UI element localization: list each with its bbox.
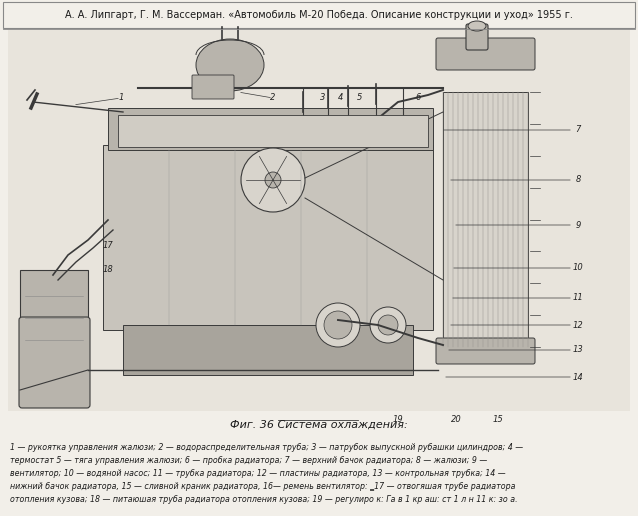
Text: 7: 7 <box>575 125 581 135</box>
Circle shape <box>324 311 352 339</box>
Text: А. А. Липгарт, Г. М. Вассерман. «Автомобиль М-20 Победа. Описание конструкции и : А. А. Липгарт, Г. М. Вассерман. «Автомоб… <box>65 10 573 20</box>
Bar <box>20 270 88 355</box>
Ellipse shape <box>468 21 486 31</box>
Text: 2: 2 <box>271 93 276 103</box>
Circle shape <box>265 172 281 188</box>
FancyBboxPatch shape <box>192 75 234 99</box>
Text: 1: 1 <box>118 93 124 103</box>
Bar <box>108 108 433 150</box>
Text: 14: 14 <box>573 373 583 381</box>
Bar <box>123 325 413 375</box>
Text: термостат 5 — тяга управления жалюзи; 6 — пробка радиатора; 7 — верхний бачок ра: термостат 5 — тяга управления жалюзи; 6 … <box>10 456 487 465</box>
Text: 17: 17 <box>103 240 114 250</box>
Text: Фиг. 36 Система охлаждения:: Фиг. 36 Система охлаждения: <box>230 420 408 430</box>
FancyBboxPatch shape <box>19 317 90 408</box>
Circle shape <box>370 307 406 343</box>
Text: 9: 9 <box>575 220 581 230</box>
Text: отопления кузова; 18 — питаюшая труба радиатора отопления кузова; 19 — регулиро : отопления кузова; 18 — питаюшая труба ра… <box>10 495 517 504</box>
Ellipse shape <box>196 39 264 91</box>
Circle shape <box>241 148 305 212</box>
Bar <box>118 115 428 147</box>
Bar <box>103 145 433 330</box>
Circle shape <box>378 315 398 335</box>
Text: 10: 10 <box>573 264 583 272</box>
Text: 15: 15 <box>493 415 503 425</box>
Text: 13: 13 <box>573 346 583 354</box>
FancyBboxPatch shape <box>466 24 488 50</box>
Bar <box>3 2 635 28</box>
Text: 6: 6 <box>415 93 420 103</box>
Text: 4: 4 <box>338 93 344 103</box>
Text: 1 — рукоятка управления жалюзи; 2 — водораспределительная труба; 3 — патрубок вы: 1 — рукоятка управления жалюзи; 2 — водо… <box>10 443 523 452</box>
FancyBboxPatch shape <box>436 338 535 364</box>
Text: 3: 3 <box>320 93 325 103</box>
Bar <box>8 30 630 411</box>
Text: 5: 5 <box>357 93 362 103</box>
FancyBboxPatch shape <box>436 38 535 70</box>
Text: 20: 20 <box>450 415 461 425</box>
Text: 18: 18 <box>103 266 114 275</box>
Text: 11: 11 <box>573 294 583 302</box>
Circle shape <box>316 303 360 347</box>
Text: вентилятор; 10 — водяной насос; 11 — трубка радиатора; 12 — пластины радиатора, : вентилятор; 10 — водяной насос; 11 — тру… <box>10 469 506 478</box>
Text: 12: 12 <box>573 320 583 330</box>
Text: нижний бачок радиатора, 15 — сливной краник радиатора, 16— ремень вентилятор: ‗1: нижний бачок радиатора, 15 — сливной кра… <box>10 482 516 491</box>
Text: 8: 8 <box>575 175 581 185</box>
Text: 19: 19 <box>392 415 403 425</box>
Bar <box>443 92 528 347</box>
